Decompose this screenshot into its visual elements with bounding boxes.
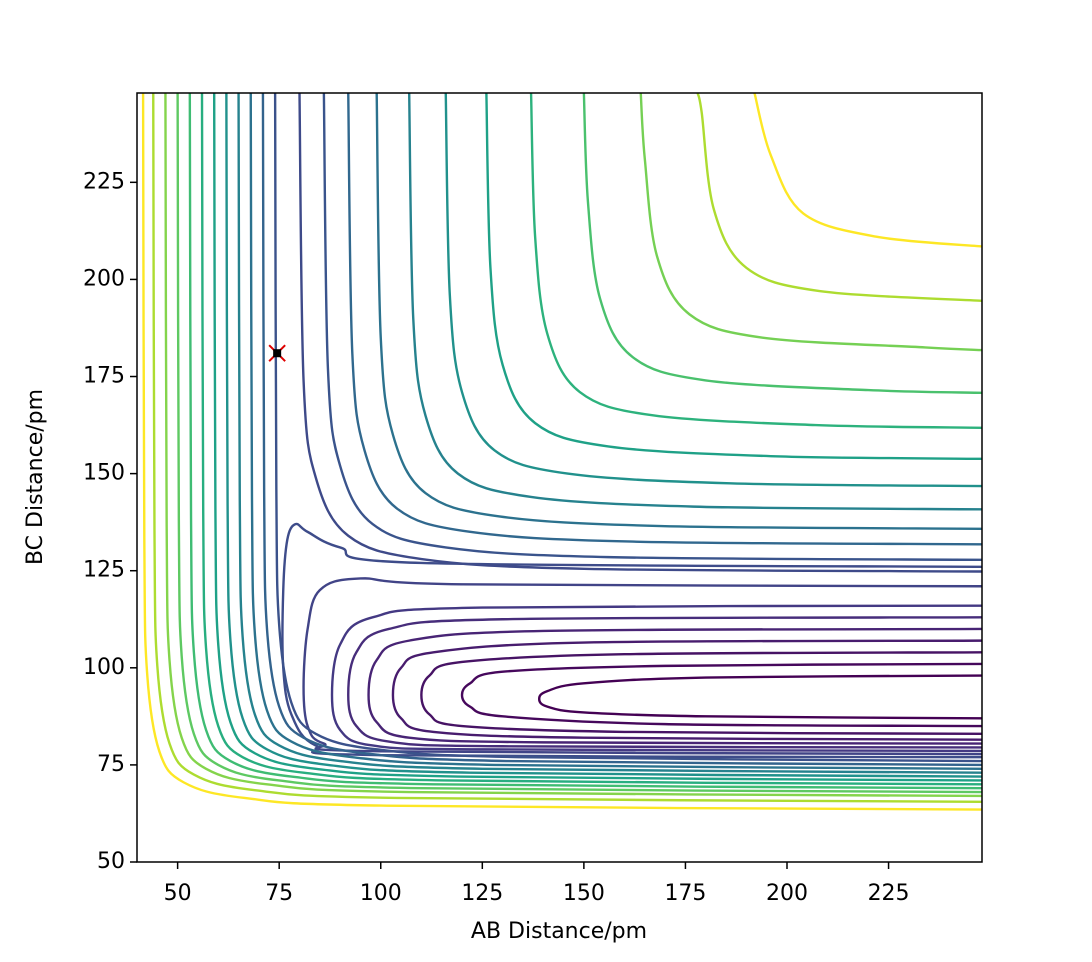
contour-line bbox=[176, 93, 982, 794]
y-tick-label: 225 bbox=[83, 169, 125, 194]
x-tick-label: 150 bbox=[563, 881, 605, 906]
contour-line bbox=[237, 93, 982, 774]
y-tick-label: 75 bbox=[97, 752, 125, 777]
contour-line bbox=[367, 627, 982, 745]
marker bbox=[268, 344, 286, 362]
contour-line bbox=[444, 93, 982, 488]
x-tick-label: 50 bbox=[164, 881, 192, 906]
y-tick-label: 50 bbox=[97, 849, 125, 874]
contour-line bbox=[212, 93, 982, 782]
contour-line bbox=[164, 93, 982, 798]
contour-line bbox=[753, 93, 982, 248]
y-tick-label: 175 bbox=[83, 364, 125, 389]
x-tick-label: 100 bbox=[360, 881, 402, 906]
contour-line bbox=[420, 651, 982, 736]
x-axis-label: AB Distance/pm bbox=[471, 919, 647, 944]
contour-line bbox=[537, 674, 982, 720]
contour-area bbox=[141, 93, 982, 811]
x-tick-label: 225 bbox=[868, 881, 910, 906]
contour-line bbox=[249, 93, 982, 770]
contour-line bbox=[261, 93, 982, 767]
contour-line bbox=[188, 93, 982, 790]
x-tick-label: 125 bbox=[461, 881, 503, 906]
marker-center bbox=[273, 349, 282, 358]
contour-line bbox=[582, 93, 982, 395]
contour-line bbox=[639, 93, 982, 352]
y-tick-label: 150 bbox=[83, 461, 125, 486]
contour-line bbox=[200, 93, 982, 786]
contour-line bbox=[347, 93, 982, 546]
y-tick-label: 100 bbox=[83, 655, 125, 680]
contour-line bbox=[460, 662, 982, 728]
x-tick-label: 75 bbox=[265, 881, 293, 906]
x-tick-label: 175 bbox=[664, 881, 706, 906]
contour-line bbox=[375, 93, 982, 530]
contour-line bbox=[152, 93, 982, 803]
contour-line bbox=[273, 93, 982, 763]
contour-line bbox=[391, 639, 982, 741]
plot-frame bbox=[136, 92, 983, 863]
contour-line bbox=[298, 93, 982, 573]
contour-line bbox=[330, 604, 982, 753]
y-axis-label: BC Distance/pm bbox=[23, 389, 48, 565]
contour-line bbox=[696, 93, 982, 302]
contour-line bbox=[322, 93, 982, 562]
contour-line bbox=[225, 93, 982, 778]
contour-line bbox=[141, 93, 982, 811]
x-tick-label: 200 bbox=[766, 881, 808, 906]
y-tick-label: 125 bbox=[83, 558, 125, 583]
contour-line bbox=[347, 616, 982, 749]
contour-line bbox=[485, 93, 982, 461]
contour-line bbox=[407, 93, 982, 511]
contour-line bbox=[302, 577, 982, 756]
y-tick-label: 200 bbox=[83, 266, 125, 291]
contour-line bbox=[529, 93, 982, 429]
